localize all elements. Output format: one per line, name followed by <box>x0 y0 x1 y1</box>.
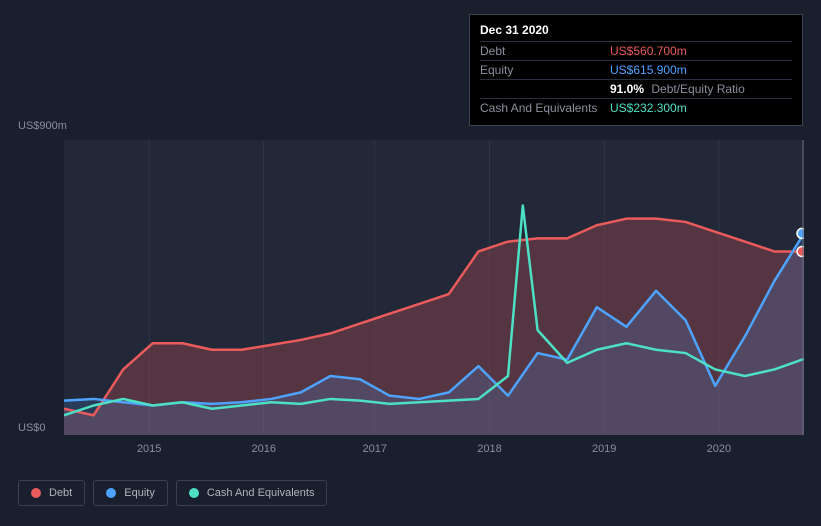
tooltip-label: Cash And Equivalents <box>480 101 610 115</box>
x-axis-label: 2018 <box>477 443 501 455</box>
legend-label: Debt <box>49 487 72 499</box>
y-axis-max-label: US$900m <box>18 120 67 132</box>
chart-svg <box>64 140 804 435</box>
legend-label: Cash And Equivalents <box>207 487 315 499</box>
tooltip-ratio-value: 91.0% <box>610 82 644 96</box>
chart-tooltip: Dec 31 2020 Debt US$560.700m Equity US$6… <box>469 14 803 126</box>
legend-item-equity[interactable]: Equity <box>93 480 168 506</box>
x-axis-label: 2020 <box>707 443 731 455</box>
tooltip-label: Equity <box>480 63 610 77</box>
x-axis-label: 2019 <box>592 443 616 455</box>
legend-label: Equity <box>124 487 155 499</box>
tooltip-value: US$232.300m <box>610 101 687 115</box>
tooltip-label: Debt <box>480 44 610 58</box>
tooltip-date: Dec 31 2020 <box>480 23 792 37</box>
legend-dot-icon <box>189 488 199 498</box>
chart-container <box>18 140 804 435</box>
tooltip-value: US$560.700m <box>610 44 687 58</box>
tooltip-ratio-label: Debt/Equity Ratio <box>651 82 744 96</box>
legend: Debt Equity Cash And Equivalents <box>18 480 327 506</box>
tooltip-row-cash: Cash And Equivalents US$232.300m <box>480 98 792 117</box>
tooltip-row-equity: Equity US$615.900m <box>480 60 792 79</box>
legend-dot-icon <box>106 488 116 498</box>
plot-area[interactable] <box>64 140 804 435</box>
x-axis: 2015 2016 2017 2018 2019 2020 <box>64 443 804 463</box>
tooltip-row-debt: Debt US$560.700m <box>480 41 792 60</box>
legend-item-cash-and-equivalents[interactable]: Cash And Equivalents <box>176 480 328 506</box>
x-axis-label: 2015 <box>137 443 161 455</box>
legend-item-debt[interactable]: Debt <box>18 480 85 506</box>
x-axis-label: 2017 <box>363 443 387 455</box>
tooltip-row-ratio: 91.0% Debt/Equity Ratio <box>480 79 792 98</box>
x-axis-label: 2016 <box>252 443 276 455</box>
legend-dot-icon <box>31 488 41 498</box>
tooltip-value: US$615.900m <box>610 63 687 77</box>
